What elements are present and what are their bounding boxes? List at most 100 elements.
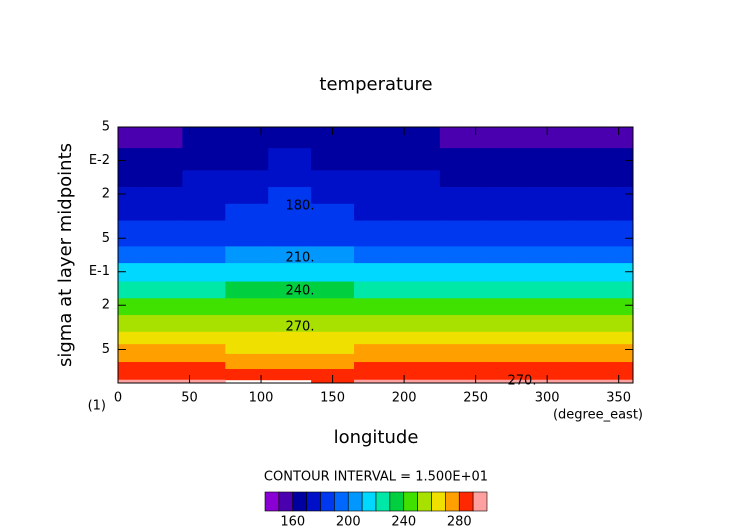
contour-cell bbox=[568, 353, 613, 363]
x-axis-unit: (degree_east) bbox=[553, 408, 643, 423]
contour-cell bbox=[568, 246, 613, 264]
contour-cell bbox=[439, 379, 484, 384]
contour-cell bbox=[396, 298, 441, 316]
colorbar-box bbox=[472, 491, 488, 512]
contour-cell bbox=[225, 331, 269, 345]
colorbar-box bbox=[403, 491, 418, 512]
contour-cell bbox=[225, 353, 269, 363]
contour-cell bbox=[439, 232, 484, 247]
y-tick-label: 5 bbox=[102, 342, 110, 357]
contour-cell bbox=[268, 170, 312, 188]
chart-title: temperature bbox=[319, 74, 432, 95]
contour-cell bbox=[611, 148, 634, 171]
colorbar-box bbox=[458, 491, 474, 512]
contour-cell bbox=[568, 170, 613, 188]
contour-cell bbox=[311, 187, 355, 205]
colorbar-tick-label: 200 bbox=[336, 515, 361, 530]
contour-cell bbox=[139, 362, 183, 370]
contour-cell bbox=[225, 362, 269, 370]
contour-cell bbox=[225, 263, 269, 283]
contour-cell bbox=[482, 127, 527, 149]
contour-cell bbox=[268, 344, 312, 355]
contour-cell bbox=[182, 344, 226, 355]
contour-cell bbox=[611, 331, 634, 345]
contour-cell bbox=[525, 298, 570, 316]
contour-cell bbox=[118, 281, 140, 299]
contour-cell bbox=[354, 203, 398, 222]
contour-cell bbox=[568, 298, 613, 316]
contour-cell bbox=[311, 315, 355, 333]
contour-cell bbox=[439, 362, 484, 370]
contour-cell bbox=[139, 375, 183, 381]
contour-cell bbox=[139, 368, 183, 376]
contour-cell bbox=[139, 148, 183, 171]
contour-cell bbox=[482, 232, 527, 247]
contour-label: 240. bbox=[286, 284, 315, 299]
colorbar-box bbox=[334, 491, 349, 512]
contour-cell bbox=[611, 298, 634, 316]
contour-cell bbox=[139, 170, 183, 188]
contour-cell bbox=[182, 170, 226, 188]
contour-cell bbox=[439, 344, 484, 355]
x-tick-label: 0 bbox=[114, 391, 122, 406]
y-tick-label: E-2 bbox=[89, 153, 110, 168]
contour-cell bbox=[396, 315, 441, 333]
contour-cell bbox=[311, 246, 355, 264]
x-tick-label: 350 bbox=[606, 391, 631, 406]
y-tick-label: 5 bbox=[102, 120, 110, 135]
contour-cell bbox=[118, 263, 140, 283]
contour-cell bbox=[268, 246, 312, 264]
contour-cell bbox=[611, 281, 634, 299]
contour-cell bbox=[118, 232, 140, 247]
y-tick-label: 5 bbox=[102, 231, 110, 246]
contour-cell bbox=[182, 148, 226, 171]
y-axis-label: sigma at layer midpoints bbox=[55, 143, 76, 367]
contour-cell bbox=[311, 263, 355, 283]
contour-cell bbox=[182, 281, 226, 299]
contour-cell bbox=[354, 375, 398, 381]
contour-cell bbox=[568, 362, 613, 370]
contour-cell bbox=[439, 368, 484, 376]
contour-cell bbox=[182, 331, 226, 345]
contour-cell bbox=[225, 187, 269, 205]
contour-cell bbox=[354, 298, 398, 316]
contour-cell bbox=[139, 232, 183, 247]
contour-cell bbox=[439, 263, 484, 283]
contour-cell bbox=[139, 298, 183, 316]
x-tick-label: 150 bbox=[320, 391, 345, 406]
colorbar-tick-label: 280 bbox=[447, 515, 472, 530]
contour-cell bbox=[525, 170, 570, 188]
contour-cell bbox=[525, 315, 570, 333]
contour-cell bbox=[268, 315, 312, 333]
contour-cell bbox=[439, 170, 484, 188]
contour-cell bbox=[311, 220, 355, 234]
contour-cell bbox=[482, 344, 527, 355]
contour-cell bbox=[225, 148, 269, 171]
colorbar-tick-label: 240 bbox=[391, 515, 416, 530]
contour-cell bbox=[225, 246, 269, 264]
contour-cell bbox=[268, 298, 312, 316]
colorbar-box bbox=[431, 491, 446, 512]
contour-cell bbox=[182, 362, 226, 370]
contour-cell bbox=[182, 220, 226, 234]
colorbar-box bbox=[389, 491, 405, 512]
colorbar-box bbox=[417, 491, 432, 512]
x-tick-label: 300 bbox=[535, 391, 560, 406]
contour-cell bbox=[439, 203, 484, 222]
contour-cell bbox=[139, 127, 183, 149]
contour-cell bbox=[396, 281, 441, 299]
colorbar-box bbox=[306, 491, 321, 512]
contour-cell bbox=[396, 368, 441, 376]
contour-cell bbox=[396, 344, 441, 355]
contour-cell bbox=[354, 170, 398, 188]
contour-cell bbox=[396, 263, 441, 283]
contour-cell bbox=[482, 246, 527, 264]
contour-cell bbox=[396, 246, 441, 264]
contour-cell bbox=[611, 232, 634, 247]
contour-cell bbox=[354, 344, 398, 355]
contour-cell bbox=[525, 232, 570, 247]
contour-cell bbox=[118, 368, 140, 376]
contour-cell bbox=[525, 281, 570, 299]
contour-cell bbox=[354, 220, 398, 234]
